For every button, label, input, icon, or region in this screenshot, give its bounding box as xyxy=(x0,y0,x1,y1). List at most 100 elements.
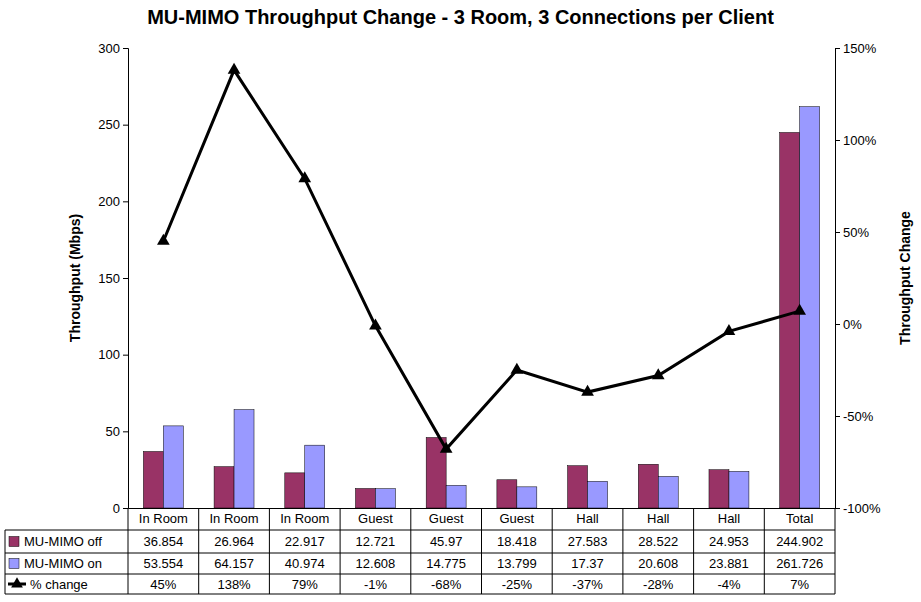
data-label: 23.881 xyxy=(709,556,749,571)
bar xyxy=(638,464,658,508)
y2-tick-label: 100% xyxy=(843,133,877,148)
bar xyxy=(446,485,466,508)
table-rule xyxy=(410,508,411,594)
y-tick: 50 xyxy=(106,424,128,439)
marker xyxy=(581,385,594,396)
x-tick-label: Hall xyxy=(647,511,670,526)
line-series xyxy=(157,63,806,453)
bar xyxy=(658,476,678,508)
y2-tick: 0% xyxy=(835,317,862,332)
table-rule xyxy=(552,508,553,594)
y2-tick-mark xyxy=(835,140,840,141)
table-rule xyxy=(128,508,129,594)
data-label: 20.608 xyxy=(638,556,678,571)
y2-tick: 150% xyxy=(835,41,877,56)
y-tick-mark xyxy=(123,508,128,509)
data-label: 18.418 xyxy=(497,534,537,549)
bar xyxy=(709,470,729,508)
table-rule xyxy=(5,594,835,595)
y-tick-label: 50 xyxy=(106,424,120,439)
data-label: 53.554 xyxy=(143,556,183,571)
y2-tick-label: 50% xyxy=(843,225,869,240)
x-tick: Guest xyxy=(500,508,535,526)
data-label: 27.583 xyxy=(568,534,608,549)
data-label: 261.726 xyxy=(776,556,823,571)
x-tick: In Room xyxy=(280,508,329,526)
data-label: 40.974 xyxy=(285,556,325,571)
bar xyxy=(497,480,517,508)
data-label: 22.917 xyxy=(285,534,325,549)
table-rule xyxy=(5,553,835,554)
table-rule xyxy=(622,508,623,594)
y2-tick: -50% xyxy=(835,409,874,424)
bar xyxy=(568,466,588,508)
y2-axis-line xyxy=(836,49,841,509)
legend-swatch xyxy=(9,537,19,547)
title: MU-MIMO Throughput Change - 3 Room, 3 Co… xyxy=(147,6,774,28)
data-label: -68% xyxy=(431,577,462,592)
bar xyxy=(729,471,749,508)
y-axis: 0 50 100 150 200 250 300 xyxy=(98,41,128,516)
table-rule xyxy=(693,508,694,594)
legend-label: % change xyxy=(30,577,88,592)
y2-tick-mark xyxy=(835,324,840,325)
table-rule xyxy=(5,530,6,594)
y-tick-label: 300 xyxy=(98,41,120,56)
legend-entry: % change xyxy=(8,577,88,592)
y-tick: 100 xyxy=(98,347,128,362)
data-label: 28.522 xyxy=(638,534,678,549)
y-tick-mark xyxy=(123,431,128,432)
y-axis-line xyxy=(123,49,129,509)
data-label: -28% xyxy=(643,577,674,592)
y-tick-label: 0 xyxy=(113,501,120,516)
data-label: 36.854 xyxy=(143,534,183,549)
x-tick: Hall xyxy=(576,508,599,526)
y-tick-label: 200 xyxy=(98,194,120,209)
legend-swatch xyxy=(11,577,23,587)
marker xyxy=(652,368,665,379)
y2-axis: -100%-50%0%50%100%150% xyxy=(835,41,881,516)
x-tick: Total xyxy=(786,508,814,526)
data-label: 64.157 xyxy=(214,556,254,571)
table-rule xyxy=(481,508,482,594)
table-rule xyxy=(5,530,835,531)
marker xyxy=(440,442,453,453)
y2-axis-title: Throughput Change xyxy=(897,211,913,345)
data-label: -4% xyxy=(717,577,741,592)
legend-swatch xyxy=(9,559,19,569)
y-axis-title: Throughput (Mbps) xyxy=(67,214,83,342)
x-tick: Hall xyxy=(647,508,670,526)
data-label: 45% xyxy=(150,577,176,592)
bar xyxy=(780,132,800,508)
x-tick: Guest xyxy=(429,508,464,526)
bar xyxy=(588,481,608,508)
y2-tick-mark xyxy=(835,508,840,509)
y-tick-label: 150 xyxy=(98,271,120,286)
chart: MU-MIMO Throughput Change - 3 Room, 3 Co… xyxy=(0,0,921,602)
y2-tick-mark xyxy=(835,416,840,417)
x-tick-label: Total xyxy=(786,511,814,526)
y-tick-mark xyxy=(123,201,128,202)
data-label: -25% xyxy=(502,577,533,592)
bar xyxy=(517,487,537,508)
line xyxy=(163,70,799,449)
bar xyxy=(163,426,183,508)
marker xyxy=(157,234,170,245)
data-label: 12.721 xyxy=(356,534,396,549)
x-tick: In Room xyxy=(209,508,258,526)
data-label: 79% xyxy=(292,577,318,592)
x-tick-label: In Room xyxy=(280,511,329,526)
y-tick: 200 xyxy=(98,194,128,209)
y-tick-label: 250 xyxy=(98,117,120,132)
bar xyxy=(800,107,820,508)
y-tick: 0 xyxy=(113,501,128,516)
y-tick-mark xyxy=(123,355,128,356)
x-tick-label: Guest xyxy=(358,511,393,526)
table-rule xyxy=(269,508,270,594)
bar xyxy=(143,451,163,508)
data-label: 24.953 xyxy=(709,534,749,549)
bar xyxy=(234,410,254,508)
data-table: MU-MIMO off36.85426.96422.91712.72145.97… xyxy=(5,508,835,594)
x-tick-label: In Room xyxy=(209,511,258,526)
y2-tick-label: 150% xyxy=(843,41,877,56)
